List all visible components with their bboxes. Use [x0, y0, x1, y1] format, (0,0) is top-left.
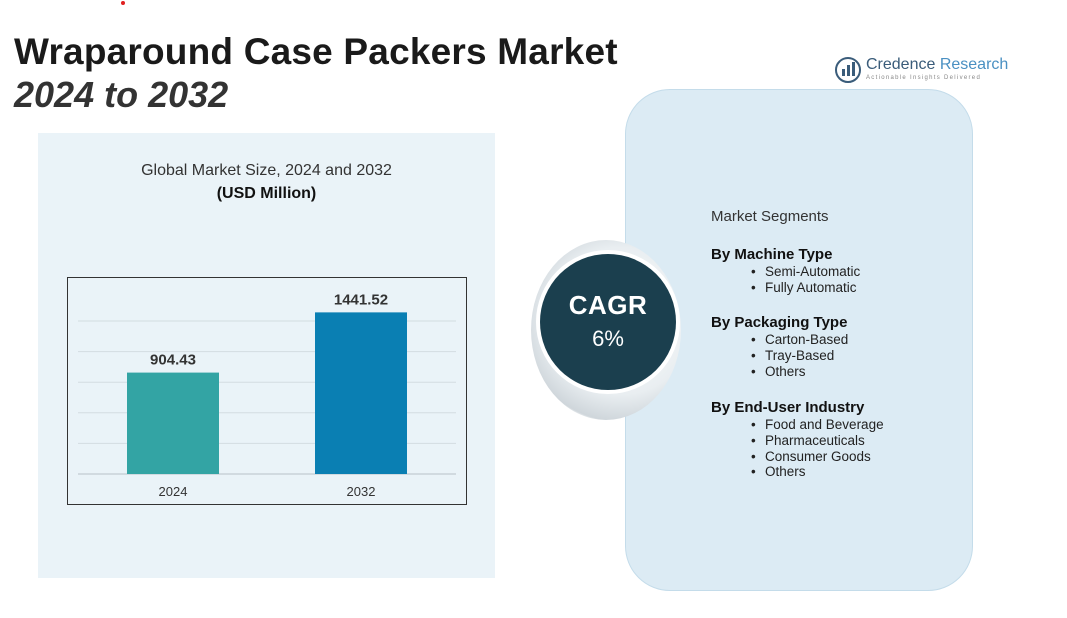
segment-group: By End-User IndustryFood and BeveragePha…: [711, 399, 884, 480]
segment-items: Food and BeveragePharmaceuticalsConsumer…: [711, 417, 884, 480]
segment-items: Semi-AutomaticFully Automatic: [711, 264, 860, 296]
segment-heading: By End-User Industry: [711, 399, 865, 416]
cagr-badge: CAGR 6%: [540, 254, 676, 390]
segment-heading: By Packaging Type: [711, 314, 848, 331]
chart-title: Global Market Size, 2024 and 2032: [141, 162, 392, 179]
segment-item: Pharmaceuticals: [751, 433, 884, 449]
red-dot-mark: [121, 1, 125, 5]
bar-chart-logo-icon: [835, 57, 861, 83]
page-subtitle: 2024 to 2032: [14, 74, 229, 115]
segment-item: Carton-Based: [751, 332, 848, 348]
data-label-2024: 904.43: [150, 352, 196, 369]
x-tick-label-2024: 2024: [159, 484, 188, 499]
x-tick-label-2032: 2032: [347, 484, 376, 499]
data-label-2032: 1441.52: [334, 291, 388, 308]
chart-panel: Global Market Size, 2024 and 2032 (USD M…: [38, 133, 495, 578]
cagr-value: 6%: [592, 326, 624, 351]
brand-logo: Credence Research Actionable Insights De…: [835, 55, 1025, 85]
segment-item: Tray-Based: [751, 348, 848, 364]
bar-chart: 904.43 2024 1441.52 2032: [78, 291, 456, 499]
segment-item: Consumer Goods: [751, 449, 884, 465]
segment-item: Food and Beverage: [751, 417, 884, 433]
segment-item: Fully Automatic: [751, 280, 860, 296]
segment-item: Others: [751, 464, 884, 480]
bar-2024: [127, 372, 219, 474]
segment-item: Semi-Automatic: [751, 264, 860, 280]
bar-2032: [315, 312, 407, 474]
page-title: Wraparound Case Packers Market: [14, 31, 618, 72]
bar-chart-frame: 904.43 2024 1441.52 2032: [67, 277, 467, 505]
brand-tagline: Actionable Insights Delivered: [866, 75, 982, 81]
chart-unit: (USD Million): [216, 185, 317, 202]
segment-heading: By Machine Type: [711, 246, 833, 263]
cagr-label: CAGR: [568, 290, 648, 320]
brand-name: Credence Research: [866, 56, 1009, 73]
segment-item: Others: [751, 364, 848, 380]
segment-group: By Packaging TypeCarton-BasedTray-BasedO…: [711, 314, 848, 379]
segments-title: Market Segments: [711, 208, 829, 225]
segment-group: By Machine TypeSemi-AutomaticFully Autom…: [711, 246, 860, 296]
segment-items: Carton-BasedTray-BasedOthers: [711, 332, 848, 379]
